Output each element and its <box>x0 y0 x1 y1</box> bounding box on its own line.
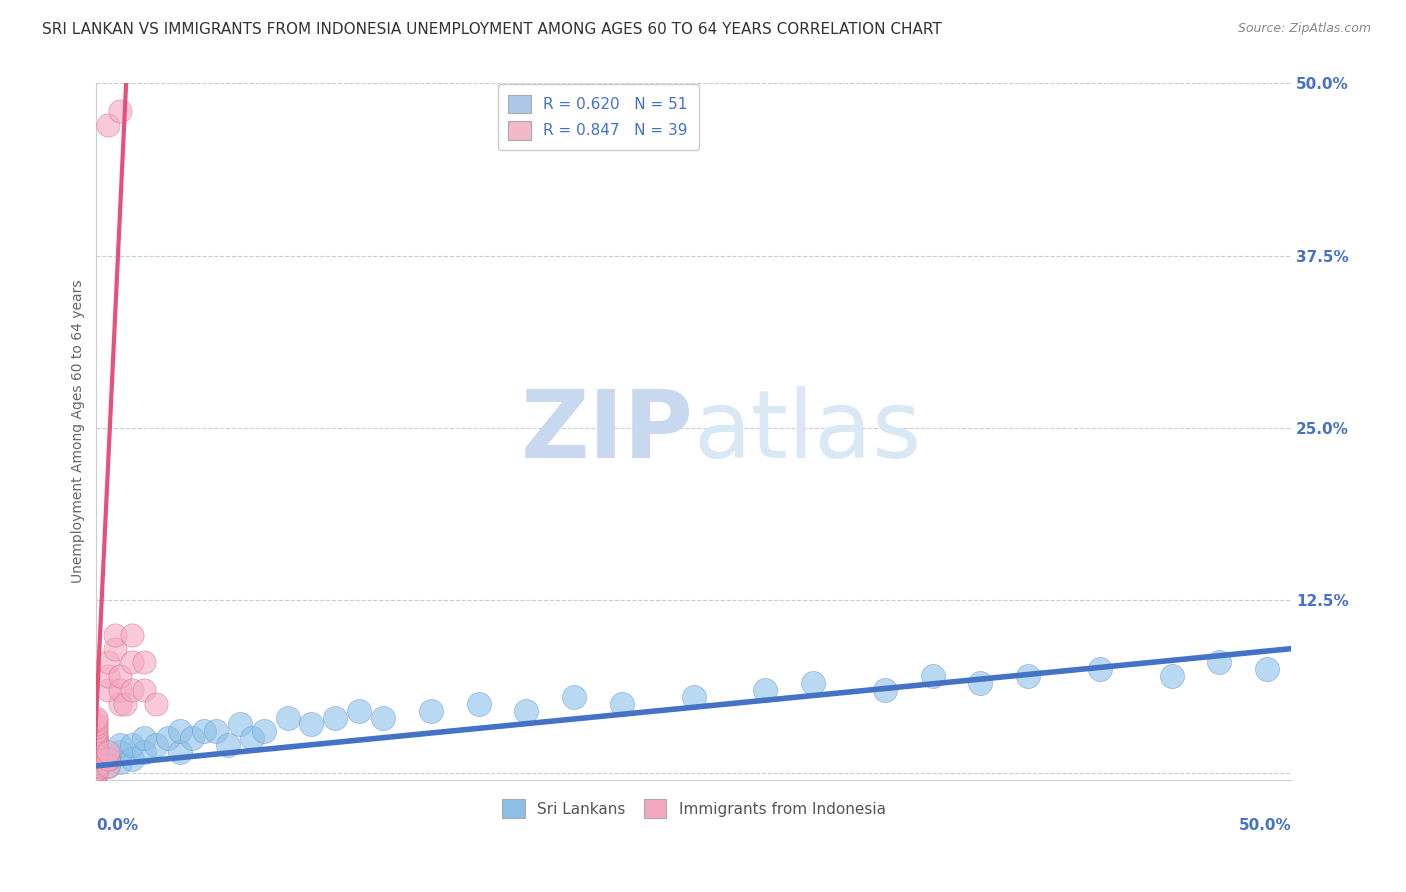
Point <box>134 683 156 698</box>
Point <box>110 697 132 711</box>
Point <box>169 745 191 759</box>
Point <box>86 757 108 772</box>
Text: Source: ZipAtlas.com: Source: ZipAtlas.com <box>1237 22 1371 36</box>
Point <box>371 710 394 724</box>
Point <box>86 714 108 728</box>
Point <box>86 745 108 759</box>
Point <box>86 765 108 780</box>
Point <box>134 731 156 746</box>
Point <box>252 724 274 739</box>
Point <box>419 704 441 718</box>
Point <box>801 676 824 690</box>
Point <box>134 745 156 759</box>
Point <box>86 763 108 777</box>
Point <box>193 724 215 739</box>
Y-axis label: Unemployment Among Ages 60 to 64 years: Unemployment Among Ages 60 to 64 years <box>72 280 86 583</box>
Point <box>86 727 108 741</box>
Point <box>134 656 156 670</box>
Point <box>86 760 108 774</box>
Point <box>921 669 943 683</box>
Point <box>97 118 120 132</box>
Point <box>86 710 108 724</box>
Point <box>86 749 108 764</box>
Point <box>145 738 167 752</box>
Point <box>86 759 108 773</box>
Point <box>467 697 489 711</box>
Point <box>157 731 180 746</box>
Point <box>104 628 127 642</box>
Point <box>86 734 108 748</box>
Point <box>110 683 132 698</box>
Point <box>86 717 108 731</box>
Point <box>86 740 108 755</box>
Point <box>121 683 143 698</box>
Point <box>121 752 143 766</box>
Point <box>347 704 370 718</box>
Point <box>1256 662 1278 676</box>
Point <box>104 641 127 656</box>
Point <box>145 697 167 711</box>
Point <box>228 717 250 731</box>
Point <box>323 710 346 724</box>
Point <box>86 731 108 746</box>
Point <box>217 738 239 752</box>
Point <box>86 765 108 780</box>
Point <box>97 656 120 670</box>
Point <box>205 724 228 739</box>
Legend: Sri Lankans, Immigrants from Indonesia: Sri Lankans, Immigrants from Indonesia <box>495 793 891 824</box>
Point <box>97 759 120 773</box>
Point <box>121 738 143 752</box>
Point <box>86 745 108 759</box>
Point <box>86 738 108 752</box>
Point <box>86 765 108 780</box>
Point <box>873 683 896 698</box>
Point <box>121 656 143 670</box>
Text: ZIP: ZIP <box>520 385 693 477</box>
Point <box>86 738 108 752</box>
Point <box>1208 656 1230 670</box>
Point <box>86 765 108 780</box>
Point <box>86 724 108 739</box>
Text: 50.0%: 50.0% <box>1239 818 1291 833</box>
Point <box>97 752 120 766</box>
Point <box>97 752 120 766</box>
Point <box>97 683 120 698</box>
Text: 0.0%: 0.0% <box>97 818 138 833</box>
Point <box>610 697 633 711</box>
Text: atlas: atlas <box>693 385 922 477</box>
Point <box>276 710 298 724</box>
Point <box>1160 669 1182 683</box>
Point <box>110 738 132 752</box>
Point <box>169 724 191 739</box>
Point <box>110 745 132 759</box>
Point <box>110 103 132 118</box>
Point <box>86 749 108 764</box>
Point <box>110 755 132 769</box>
Point <box>86 762 108 776</box>
Point <box>1017 669 1039 683</box>
Point <box>562 690 585 704</box>
Point <box>86 763 108 777</box>
Point <box>86 731 108 746</box>
Point <box>515 704 537 718</box>
Point <box>682 690 704 704</box>
Point <box>240 731 263 746</box>
Point <box>97 759 120 773</box>
Point <box>86 755 108 769</box>
Point <box>1088 662 1111 676</box>
Point <box>97 745 120 759</box>
Text: SRI LANKAN VS IMMIGRANTS FROM INDONESIA UNEMPLOYMENT AMONG AGES 60 TO 64 YEARS C: SRI LANKAN VS IMMIGRANTS FROM INDONESIA … <box>42 22 942 37</box>
Point <box>121 628 143 642</box>
Point <box>299 717 322 731</box>
Point <box>86 720 108 734</box>
Point <box>754 683 776 698</box>
Point <box>86 756 108 770</box>
Point <box>969 676 991 690</box>
Point <box>86 752 108 766</box>
Point <box>86 752 108 766</box>
Point <box>181 731 204 746</box>
Point <box>97 669 120 683</box>
Point <box>110 669 132 683</box>
Point <box>114 697 136 711</box>
